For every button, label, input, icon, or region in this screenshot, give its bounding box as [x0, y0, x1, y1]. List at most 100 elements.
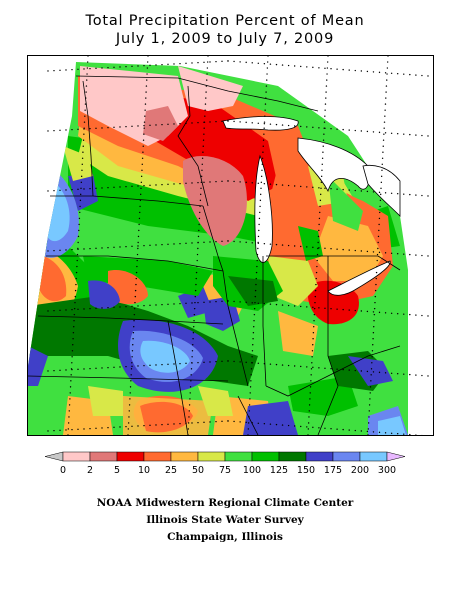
graticule-dot [59, 249, 61, 252]
graticule-dot [385, 91, 387, 93]
precipitation-map [28, 56, 429, 435]
graticule-dot [300, 125, 302, 128]
graticule-dot [87, 56, 89, 57]
graticule-dot [293, 245, 296, 247]
graticule-dot [143, 121, 146, 123]
graticule-dot [161, 63, 163, 66]
graticule-dot [316, 259, 318, 262]
graticule-dot [316, 265, 318, 268]
graticule-dot [134, 289, 137, 292]
graticule-dot [269, 123, 272, 125]
graticule-dot [221, 180, 223, 183]
graticule-dot [59, 369, 61, 372]
graticule-dot [348, 429, 350, 431]
graticule-dot [203, 241, 205, 244]
graticule-dot [125, 305, 127, 308]
legend-swatch [305, 451, 334, 462]
graticule-dot [89, 307, 91, 310]
graticule-dot [275, 423, 278, 426]
graticule-dot [47, 190, 49, 192]
graticule-dot [83, 121, 86, 123]
graticule-dot [65, 309, 67, 311]
graticule-dot [312, 186, 314, 189]
graticule-dot [69, 392, 71, 394]
legend-swatch [278, 451, 307, 462]
graticule-dot [287, 124, 290, 127]
graticule-dot [195, 277, 197, 280]
graticule-dot [383, 133, 385, 135]
graticule-dot [367, 434, 369, 435]
graticule-dot [360, 70, 363, 72]
graticule-dot [311, 362, 313, 364]
graticule-dot [131, 356, 133, 358]
graticule-dot [372, 338, 374, 340]
graticule-dot [330, 188, 332, 190]
graticule-dot [179, 62, 181, 65]
graticule-dot [378, 311, 381, 314]
graticule-dot [275, 63, 278, 66]
graticule-dot [199, 193, 202, 196]
graticule-dot [83, 428, 85, 430]
graticule-dot [409, 253, 411, 256]
graticule-dot [179, 362, 181, 365]
credit-location: Champaign, Illinois [167, 531, 283, 543]
graticule-dot [136, 265, 138, 268]
graticule-dot [321, 163, 323, 165]
graticule-dot [137, 425, 139, 427]
graticule-dot [191, 122, 193, 124]
graticule-dot [72, 338, 74, 340]
graticule-dot [379, 211, 381, 214]
graticule-dot [119, 246, 121, 248]
graticule-dot [325, 91, 327, 93]
graticule-dot [188, 404, 191, 406]
graticule-dot [324, 187, 326, 189]
credit-agency: Illinois State Water Survey [146, 514, 304, 526]
graticule-dot [321, 157, 324, 159]
graticule-dot [201, 169, 203, 172]
graticule-dot [377, 241, 379, 244]
graticule-dot [325, 97, 327, 99]
graticule-dot [197, 421, 199, 424]
graticule-dot [119, 306, 121, 308]
graticule-dot [396, 193, 399, 195]
graticule-dot [330, 428, 332, 430]
graticule-dot [113, 66, 115, 69]
graticule-dot [378, 229, 380, 232]
graticule-dot [342, 368, 344, 371]
graticule-dot [318, 367, 320, 369]
graticule-dot [143, 64, 145, 67]
graticule-dot [139, 199, 142, 202]
graticule-dot [173, 243, 175, 245]
graticule-dot [261, 169, 263, 172]
graticule-dot [136, 259, 138, 262]
graticule-dot [146, 67, 149, 69]
graticule-dot [312, 66, 314, 69]
graticule-dot [307, 422, 310, 424]
graticule-dot [128, 404, 131, 406]
graticule-dot [275, 363, 278, 366]
graticule-dot [200, 181, 203, 184]
graticule-dot [306, 66, 308, 68]
precipitation-field [28, 62, 408, 435]
graticule-dot [65, 69, 67, 71]
graticule-dot [179, 422, 181, 425]
graticule-dot [194, 301, 196, 304]
graticule-dot [384, 72, 387, 74]
graticule-dot [107, 186, 109, 189]
graticule-dot [77, 128, 79, 131]
graticule-dot [76, 259, 78, 262]
graticule-dot [247, 428, 250, 430]
graticule-dot [384, 103, 387, 105]
graticule-dot [377, 247, 379, 250]
graticule-dot [202, 139, 205, 141]
graticule-dot [173, 63, 175, 65]
great-lakes [222, 116, 401, 296]
graticule-dot [206, 61, 209, 63]
graticule-dot [372, 311, 375, 313]
graticule-dot [173, 423, 175, 425]
graticule-dot [221, 420, 223, 423]
graticule-dot [342, 128, 344, 131]
graticule-dot [127, 434, 129, 435]
graticule-dot [209, 421, 211, 423]
graticule-dot [135, 283, 137, 286]
